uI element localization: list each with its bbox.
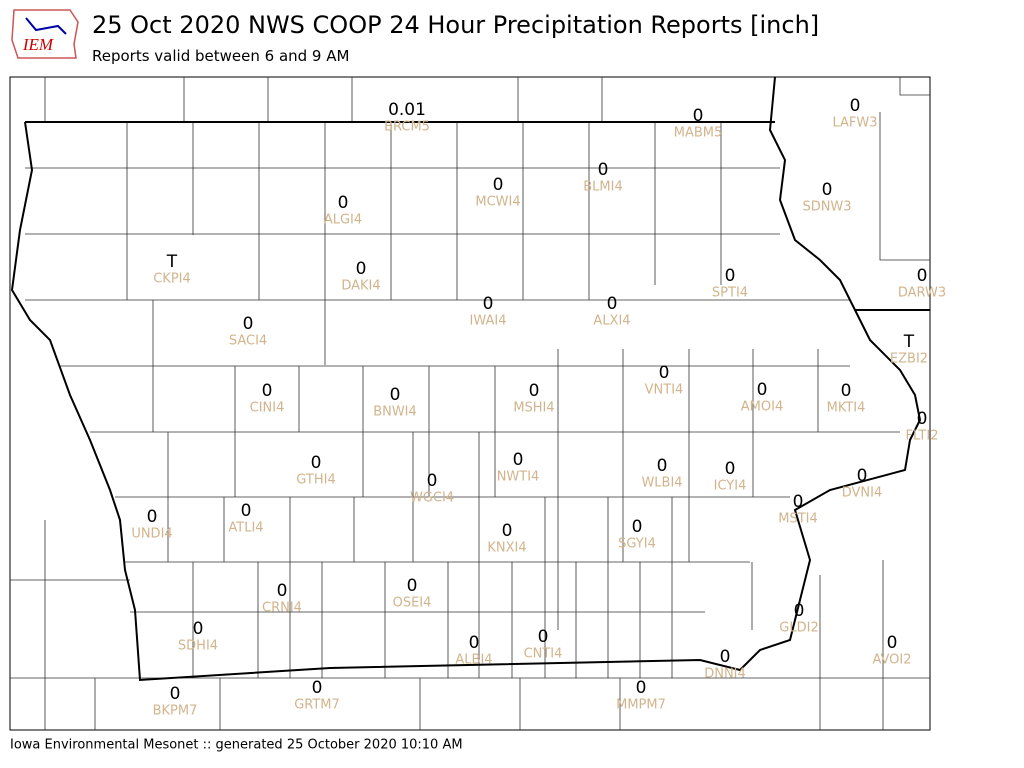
- title: 25 Oct 2020 NWS COOP 24 Hour Precipitati…: [92, 11, 819, 39]
- precip-value: 0: [502, 521, 513, 541]
- precip-value: 0: [538, 627, 549, 647]
- precip-value: 0.01: [388, 100, 426, 120]
- precip-value: 0: [483, 294, 494, 314]
- station-id: DNNI4: [704, 667, 746, 682]
- precip-value: 0: [277, 581, 288, 601]
- station-id: BKPM7: [153, 704, 198, 719]
- precip-value: 0: [147, 507, 158, 527]
- station-id: ALBI4: [455, 653, 492, 668]
- precip-value: T: [903, 332, 915, 352]
- station-id: ALGI4: [324, 213, 362, 228]
- station-id: KNXI4: [487, 541, 526, 556]
- precip-value: 0: [493, 175, 504, 195]
- precip-value: 0: [407, 576, 418, 596]
- precip-value: 0: [857, 466, 868, 486]
- station-id: ALXI4: [593, 314, 630, 329]
- subtitle: Reports valid between 6 and 9 AM: [92, 47, 349, 65]
- precip-value: 0: [725, 266, 736, 286]
- station-id: SGYI4: [618, 537, 656, 552]
- station-id: MSHI4: [513, 401, 554, 416]
- station-id: DAKI4: [341, 279, 380, 294]
- station-id: BNWI4: [373, 405, 417, 420]
- precip-value: 0: [793, 492, 804, 512]
- precip-value: 0: [917, 409, 928, 429]
- station-id: NWTI4: [497, 470, 540, 485]
- precip-value: 0: [607, 294, 618, 314]
- precip-value: 0: [887, 633, 898, 653]
- precip-value: 0: [338, 193, 349, 213]
- station-id: WGCI4: [410, 491, 454, 506]
- station-id: FLTI2: [906, 429, 939, 444]
- station-id: SDHI4: [178, 639, 218, 654]
- station-id: CKPI4: [153, 272, 191, 287]
- precip-value: 0: [469, 633, 480, 653]
- station-id: AMOI4: [741, 400, 783, 415]
- precip-value: 0: [850, 96, 861, 116]
- precip-value: 0: [513, 450, 524, 470]
- station-id: ICYI4: [714, 479, 747, 494]
- station-id: MCWI4: [475, 195, 520, 210]
- station-id: LAFW3: [832, 116, 877, 131]
- precip-value: 0: [598, 160, 609, 180]
- precip-value: 0: [917, 266, 928, 286]
- station-id: CRNI4: [262, 601, 302, 616]
- logo: IEM: [11, 9, 79, 59]
- precip-value: 0: [390, 385, 401, 405]
- station-id: ATLI4: [228, 521, 263, 536]
- precip-value: 0: [356, 259, 367, 279]
- precip-value: 0: [720, 647, 731, 667]
- station-id: SPTI4: [712, 286, 748, 301]
- station-id: IWAI4: [470, 314, 507, 329]
- station-id: DARW3: [898, 286, 946, 301]
- logo-text: IEM: [22, 35, 54, 54]
- station-id: GRTM7: [294, 698, 340, 713]
- precip-value: 0: [657, 456, 668, 476]
- station-id: CNTI4: [524, 647, 563, 662]
- precip-value: T: [166, 252, 178, 272]
- precip-value: 0: [312, 678, 323, 698]
- precip-value: 0: [757, 380, 768, 400]
- station-id: MKTI4: [827, 401, 866, 416]
- station-id: SDNW3: [802, 200, 851, 215]
- precip-value: 0: [262, 381, 273, 401]
- station-id: GTHI4: [296, 473, 335, 488]
- footer: Iowa Environmental Mesonet :: generated …: [10, 738, 463, 753]
- precip-value: 0: [427, 471, 438, 491]
- precip-value: 0: [243, 314, 254, 334]
- station-id: CINI4: [250, 401, 285, 416]
- precip-value: 0: [632, 517, 643, 537]
- station-id: SACI4: [229, 334, 267, 349]
- map: [9, 76, 931, 731]
- precip-value: 0: [311, 453, 322, 473]
- station-id: GLDI2: [779, 621, 818, 636]
- station-id: DVNI4: [842, 486, 883, 501]
- station-id: AVOI2: [872, 653, 911, 668]
- precip-value: 0: [193, 619, 204, 639]
- station-id: OSEI4: [393, 596, 432, 611]
- precip-value: 0: [636, 678, 647, 698]
- precip-value: 0: [794, 601, 805, 621]
- station-id: MMPM7: [616, 698, 666, 713]
- station-id: EZBI2: [890, 352, 928, 367]
- precip-value: 0: [659, 363, 670, 383]
- station-id: BLMI4: [583, 180, 622, 195]
- precip-value: 0: [241, 501, 252, 521]
- precip-value: 0: [822, 180, 833, 200]
- station-id: UNDI4: [131, 527, 172, 542]
- precip-value: 0: [841, 381, 852, 401]
- precip-value: 0: [170, 684, 181, 704]
- precip-value: 0: [725, 459, 736, 479]
- station-id: VNTI4: [645, 383, 684, 398]
- station-id: WLBI4: [641, 476, 682, 491]
- station-id: MSTI4: [778, 512, 818, 527]
- precip-value: 0: [693, 106, 704, 126]
- precip-value: 0: [529, 381, 540, 401]
- station-id: BRCM5: [384, 120, 430, 135]
- station-id: MABM5: [674, 126, 723, 141]
